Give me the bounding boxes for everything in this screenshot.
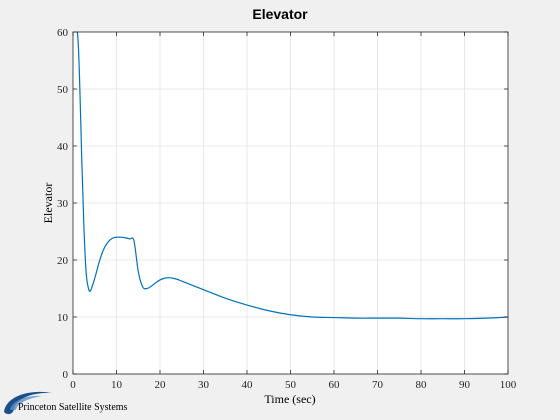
tick-marks	[72, 31, 509, 375]
x-tick-label: 0	[70, 379, 76, 391]
psslogo-swoosh-highlight	[10, 395, 42, 410]
x-tick-label: 10	[111, 379, 123, 391]
y-tick-label: 20	[57, 255, 69, 267]
company-logo: Princeton Satellite Systems	[4, 391, 128, 415]
x-tick-label: 40	[242, 379, 254, 391]
chart-title: Elevator	[252, 6, 308, 22]
grid-lines	[73, 32, 508, 374]
x-tick-label: 80	[416, 379, 428, 391]
psslogo-swoosh-icon	[4, 391, 52, 415]
x-tick-label: 100	[500, 379, 517, 391]
x-tick-label: 50	[285, 379, 297, 391]
y-tick-label: 50	[57, 84, 69, 96]
logo-text: Princeton Satellite Systems	[18, 402, 128, 413]
elevator-series-line	[73, 32, 508, 320]
y-tick-label: 0	[63, 369, 69, 381]
y-tick-label: 40	[57, 141, 69, 153]
x-tick-label: 90	[459, 379, 471, 391]
y-tick-label: 30	[57, 198, 69, 210]
x-tick-label: 30	[198, 379, 210, 391]
y-tick-label: 60	[57, 27, 69, 39]
y-axis-label: Elevator	[41, 183, 55, 224]
x-tick-label: 20	[155, 379, 167, 391]
x-tick-label: 70	[372, 379, 384, 391]
x-tick-label: 60	[329, 379, 341, 391]
x-axis-label: Time (sec)	[264, 392, 315, 406]
series-layer	[73, 32, 508, 320]
y-tick-label: 10	[57, 312, 69, 324]
tick-labels: 0 10 20 30 40 50 60 70 80 90 100 0 10 20 30 40 50 60	[57, 27, 517, 391]
